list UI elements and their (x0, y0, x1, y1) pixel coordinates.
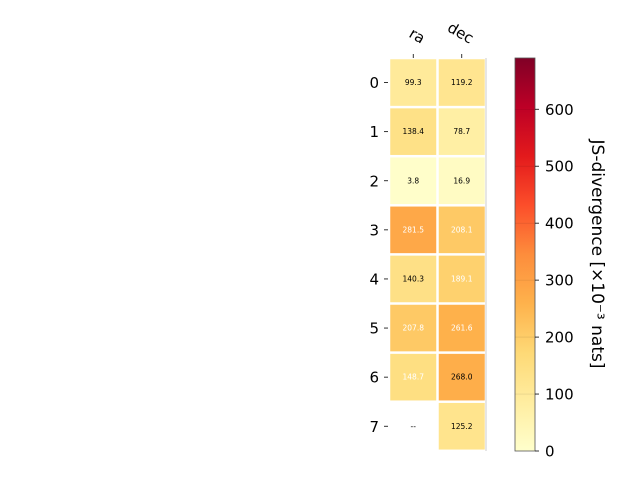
cell-label-3-dec: 208.1 (451, 225, 473, 234)
colorbar-tick-label-200: 200 (545, 329, 574, 347)
row-label-4: 4 (369, 270, 379, 288)
heatmap-cell-5-ra (390, 304, 437, 352)
cell-label-4-ra: 140.3 (403, 274, 425, 283)
colorbar-tick-label-300: 300 (545, 272, 574, 290)
heatmap-cell-5-dec (438, 304, 485, 352)
heatmap-cell-labels: 99.3 119.2 138.4 78.7 3.8 16.9 281.5 208.1 140.3… (403, 78, 473, 431)
heatmap-cell-0-dec (438, 59, 485, 106)
cell-label-7-dec: 125.2 (451, 422, 473, 431)
colorbar-tick-label-100: 100 (545, 386, 574, 404)
heatmap-cell-1-dec (438, 108, 485, 155)
cell-label-2-ra: 3.8 (407, 176, 419, 185)
cell-label-6-dec: 268.0 (451, 373, 473, 382)
column-tick-labels: ra dec (406, 18, 477, 58)
cell-label-5-dec: 261.6 (451, 324, 473, 333)
row-tick-labels: 0 1 2 3 4 5 6 7 (369, 74, 388, 436)
cell-label-0-dec: 119.2 (451, 78, 473, 87)
row-label-1: 1 (369, 123, 379, 141)
row-label-5: 5 (369, 320, 379, 338)
row-label-3: 3 (369, 221, 379, 239)
colorbar-ticks: 0 100 200 300 400 500 600 (515, 101, 574, 461)
heatmap-cell-6-ra (390, 353, 437, 401)
column-label-dec: dec (444, 18, 476, 47)
colorbar-tick-label-400: 400 (545, 215, 574, 233)
heatmap-cell-4-ra (390, 255, 437, 303)
heatmap-cell-0-ra (390, 59, 437, 106)
row-label-6: 6 (369, 369, 379, 387)
cell-label-7-ra: -- (411, 422, 417, 431)
heatmap-cells (390, 59, 485, 450)
colorbar-tick-label-500: 500 (545, 158, 574, 176)
column-label-ra: ra (406, 24, 428, 47)
cell-label-6-ra: 148.7 (403, 373, 425, 382)
heatmap-cell-3-ra (390, 206, 437, 254)
cell-label-2-dec: 16.9 (453, 176, 470, 185)
heatmap-cell-1-ra (390, 108, 437, 155)
colorbar-tick-label-600: 600 (545, 101, 574, 119)
row-label-7: 7 (369, 418, 379, 436)
cell-label-3-ra: 281.5 (403, 225, 425, 234)
cell-label-4-dec: 189.1 (451, 274, 473, 283)
row-label-0: 0 (369, 74, 379, 92)
heatmap-cell-2-dec (438, 157, 485, 205)
heatmap-cell-7-dec (438, 402, 485, 450)
heatmap-cell-2-ra (390, 157, 437, 205)
cell-label-1-dec: 78.7 (453, 127, 470, 136)
heatmap-cell-4-dec (438, 255, 485, 303)
cell-label-1-ra: 138.4 (403, 127, 425, 136)
cell-label-0-ra: 99.3 (405, 78, 422, 87)
cell-label-5-ra: 207.8 (403, 324, 425, 333)
row-label-2: 2 (369, 172, 379, 190)
colorbar (514, 57, 536, 452)
heatmap-cell-3-dec (438, 206, 485, 254)
heatmap-cell-6-dec (438, 353, 485, 401)
colorbar-label: JS-divergence [×10⁻³ nats] (587, 139, 607, 369)
colorbar-tick-label-0: 0 (545, 443, 555, 461)
